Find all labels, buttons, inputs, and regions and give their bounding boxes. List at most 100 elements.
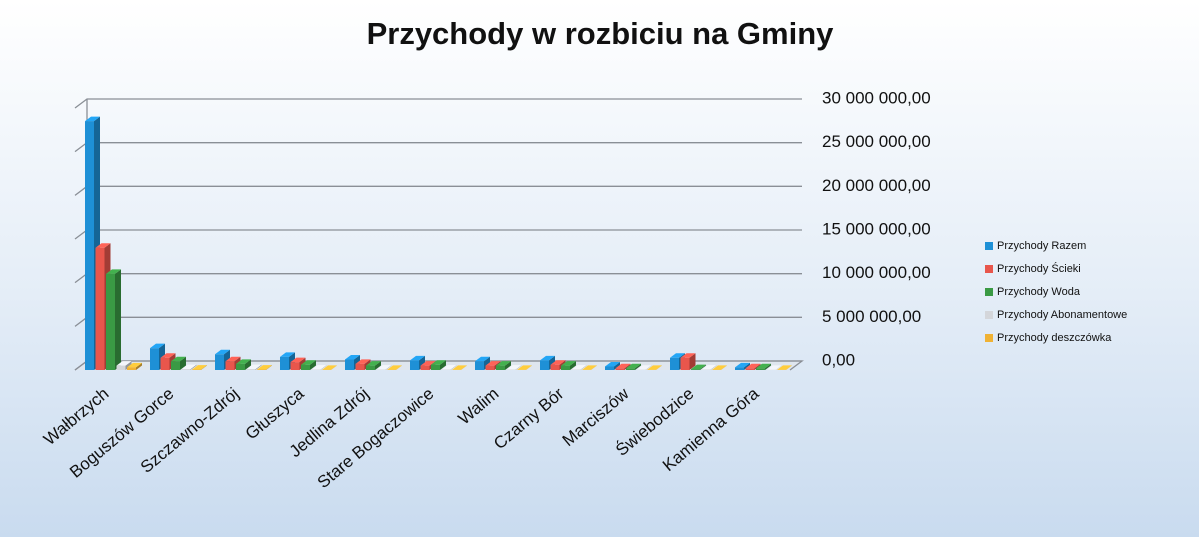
bar-side	[591, 365, 597, 370]
bar-side	[440, 360, 446, 370]
bar-side	[245, 359, 251, 370]
bar-front	[745, 368, 755, 370]
bar	[756, 363, 771, 370]
bar-side	[320, 365, 327, 370]
legend-label: Przychody Ścieki	[997, 262, 1081, 275]
bar-top	[257, 365, 272, 370]
bar	[257, 365, 272, 370]
bar-side	[266, 365, 272, 370]
bar-front	[691, 369, 700, 370]
bar-top	[85, 116, 100, 122]
bar-top	[605, 362, 620, 367]
bar-side	[450, 365, 457, 370]
bar-side	[570, 361, 576, 370]
bar-side	[744, 362, 750, 370]
bar	[106, 269, 121, 370]
bar-front	[345, 359, 354, 370]
bar-top	[670, 353, 685, 358]
bar-front	[605, 366, 614, 370]
bar-front	[420, 365, 430, 370]
bar	[301, 360, 316, 370]
bar	[246, 364, 262, 370]
bar	[777, 365, 792, 370]
bar	[680, 353, 696, 370]
legend-swatch	[985, 311, 993, 319]
bar-top	[236, 359, 251, 364]
bar-side	[396, 365, 402, 370]
legend-swatch	[985, 288, 993, 296]
bar-top	[636, 365, 652, 370]
bar-side	[656, 365, 662, 370]
bar-side	[635, 363, 641, 370]
bar-front	[280, 356, 289, 370]
bar	[561, 361, 576, 370]
bar-top	[582, 365, 597, 370]
bar-top	[106, 269, 121, 274]
chart-title: Przychody w rozbiciu na Gminy	[367, 16, 835, 51]
bar-front	[95, 247, 105, 370]
bar-top	[735, 362, 750, 368]
bar	[571, 365, 587, 370]
bar-front	[106, 273, 115, 370]
bar	[127, 362, 142, 370]
bar	[171, 356, 186, 370]
bar-front	[127, 367, 136, 370]
bar	[311, 365, 327, 370]
bar-front	[615, 368, 625, 370]
bar	[376, 365, 392, 370]
grid-line	[74, 98, 802, 109]
bar-front	[246, 369, 256, 370]
bar-top	[387, 365, 402, 370]
bar-side	[614, 362, 620, 370]
y-tick-label: 0,00	[822, 350, 855, 369]
bar-top	[540, 355, 555, 361]
bar-top	[496, 361, 511, 366]
bar	[701, 365, 717, 370]
bar-top	[517, 365, 532, 370]
bar-side	[721, 365, 727, 370]
bar-front	[670, 357, 679, 370]
bar-top	[431, 360, 446, 365]
bar-top	[345, 355, 360, 360]
bar-side	[689, 353, 696, 370]
legend-label: Przychody Abonamentowe	[997, 309, 1127, 321]
bar-side	[700, 364, 706, 370]
y-tick-label: 30 000 000,00	[822, 88, 931, 107]
bar-top	[571, 365, 587, 370]
y-tick-label: 10 000 000,00	[822, 263, 931, 282]
legend-swatch	[985, 265, 993, 273]
legend-label: Przychody deszczówka	[997, 332, 1112, 344]
bar-top	[626, 363, 641, 369]
bar-top	[506, 365, 522, 370]
bar	[691, 364, 706, 370]
bar-top	[680, 353, 696, 358]
bar	[496, 361, 511, 370]
bar-front	[181, 369, 191, 370]
bar-top	[366, 361, 381, 366]
bar-top	[301, 360, 316, 365]
bar-top	[290, 357, 306, 363]
bar-top	[561, 361, 576, 366]
bar-side	[375, 361, 381, 370]
bar-side	[180, 356, 186, 370]
bar-top	[475, 356, 490, 362]
bar	[506, 365, 522, 370]
bar-front	[626, 368, 635, 370]
bar-side	[580, 365, 587, 370]
bar-front	[550, 364, 560, 370]
legend-swatch	[985, 334, 993, 342]
bar-top	[280, 352, 295, 357]
legend-label: Przychody Woda	[997, 286, 1081, 298]
bar	[181, 364, 197, 370]
bar-top	[116, 361, 132, 366]
bar-front	[160, 357, 170, 370]
bar-front	[431, 364, 440, 370]
y-tick-label: 25 000 000,00	[822, 132, 931, 151]
bar-side	[786, 365, 792, 370]
bar-top	[452, 365, 467, 370]
bar-front	[225, 361, 235, 370]
bar-front	[540, 360, 549, 370]
bar-top	[311, 365, 327, 370]
bar-front	[116, 365, 126, 370]
